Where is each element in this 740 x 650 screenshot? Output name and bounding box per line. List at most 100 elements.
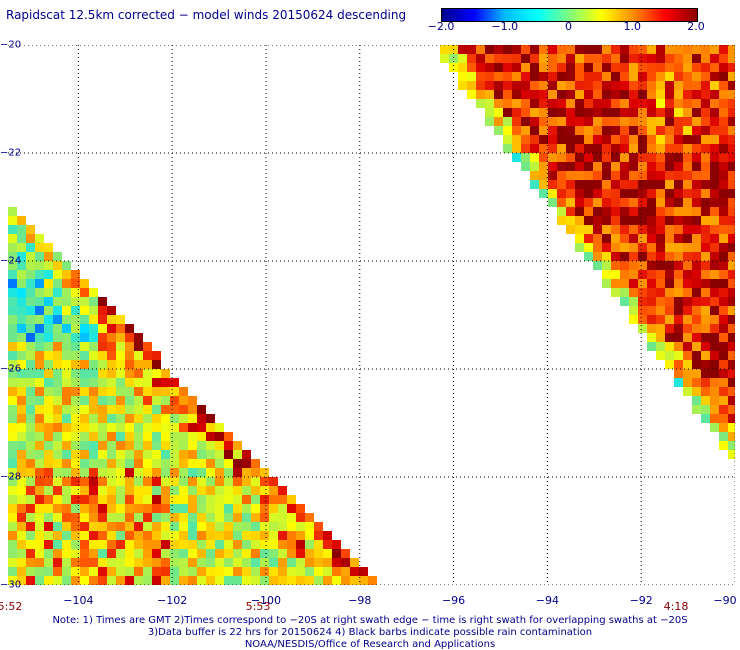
- wind-cell: [665, 45, 674, 54]
- x-tick-label: −96: [441, 594, 466, 607]
- wind-cell: [647, 288, 656, 297]
- wind-cell: [629, 117, 638, 126]
- wind-cell: [62, 531, 71, 540]
- wind-cell: [674, 99, 683, 108]
- wind-cell: [521, 153, 530, 162]
- wind-cell: [215, 441, 224, 450]
- wind-cell: [152, 405, 161, 414]
- wind-cell: [17, 261, 26, 270]
- wind-cell: [584, 243, 593, 252]
- wind-cell: [647, 207, 656, 216]
- wind-cell: [665, 315, 674, 324]
- wind-cell: [89, 423, 98, 432]
- wind-cell: [53, 486, 62, 495]
- wind-cell: [71, 459, 80, 468]
- wind-cell: [710, 405, 719, 414]
- wind-cell: [710, 297, 719, 306]
- wind-cell: [584, 117, 593, 126]
- wind-cell: [17, 540, 26, 549]
- wind-cell: [107, 432, 116, 441]
- wind-cell: [503, 99, 512, 108]
- wind-cell: [44, 360, 53, 369]
- wind-cell: [71, 396, 80, 405]
- wind-cell: [692, 342, 701, 351]
- wind-cell: [557, 189, 566, 198]
- wind-cell: [80, 459, 89, 468]
- wind-cell: [521, 144, 530, 153]
- wind-cell: [26, 333, 35, 342]
- wind-cell: [728, 432, 735, 441]
- wind-cell: [575, 207, 584, 216]
- wind-cell: [215, 558, 224, 567]
- wind-cell: [503, 72, 512, 81]
- wind-cell: [251, 522, 260, 531]
- wind-cell: [206, 513, 215, 522]
- wind-cell: [629, 297, 638, 306]
- wind-cell: [584, 72, 593, 81]
- wind-cell: [566, 135, 575, 144]
- wind-cell: [539, 81, 548, 90]
- wind-cell: [593, 234, 602, 243]
- wind-cell: [53, 405, 62, 414]
- wind-cell: [584, 207, 593, 216]
- wind-cell: [215, 423, 224, 432]
- wind-cell: [215, 522, 224, 531]
- wind-cell: [17, 324, 26, 333]
- wind-cell: [656, 198, 665, 207]
- wind-cell: [116, 396, 125, 405]
- wind-cell: [287, 567, 296, 576]
- wind-cell: [188, 441, 197, 450]
- wind-cell: [701, 333, 710, 342]
- wind-cell: [179, 423, 188, 432]
- wind-cell: [44, 333, 53, 342]
- wind-cell: [548, 108, 557, 117]
- wind-cell: [125, 531, 134, 540]
- wind-cell: [323, 531, 332, 540]
- wind-cell: [566, 207, 575, 216]
- wind-cell: [278, 567, 287, 576]
- wind-cell: [44, 297, 53, 306]
- wind-cell: [98, 504, 107, 513]
- wind-cell: [629, 99, 638, 108]
- wind-cell: [638, 171, 647, 180]
- wind-cell: [521, 45, 530, 54]
- wind-cell: [575, 162, 584, 171]
- wind-cell: [719, 432, 728, 441]
- wind-cell: [278, 549, 287, 558]
- wind-cell: [26, 351, 35, 360]
- wind-cell: [116, 486, 125, 495]
- wind-cell: [305, 522, 314, 531]
- wind-cell: [134, 477, 143, 486]
- wind-cell: [665, 153, 674, 162]
- wind-cell: [647, 252, 656, 261]
- wind-cell: [494, 126, 503, 135]
- wind-cell: [692, 216, 701, 225]
- wind-cell: [296, 531, 305, 540]
- wind-cell: [53, 423, 62, 432]
- wind-cell: [125, 558, 134, 567]
- wind-cell: [638, 54, 647, 63]
- wind-cell: [710, 387, 719, 396]
- wind-cell: [683, 189, 692, 198]
- wind-cell: [719, 342, 728, 351]
- wind-cell: [656, 279, 665, 288]
- wind-cell: [224, 441, 233, 450]
- wind-cell: [701, 45, 710, 54]
- wind-cell: [575, 99, 584, 108]
- wind-cell: [107, 414, 116, 423]
- wind-cell: [170, 540, 179, 549]
- wind-cell: [26, 405, 35, 414]
- wind-cell: [170, 558, 179, 567]
- wind-cell: [143, 576, 152, 585]
- wind-cell: [710, 216, 719, 225]
- wind-cell: [8, 495, 17, 504]
- wind-cell: [8, 342, 17, 351]
- wind-cell: [143, 387, 152, 396]
- wind-cell: [242, 576, 251, 585]
- wind-cell: [44, 432, 53, 441]
- wind-cell: [719, 324, 728, 333]
- wind-cell: [710, 252, 719, 261]
- wind-cell: [134, 450, 143, 459]
- wind-cell: [683, 315, 692, 324]
- wind-cell: [71, 405, 80, 414]
